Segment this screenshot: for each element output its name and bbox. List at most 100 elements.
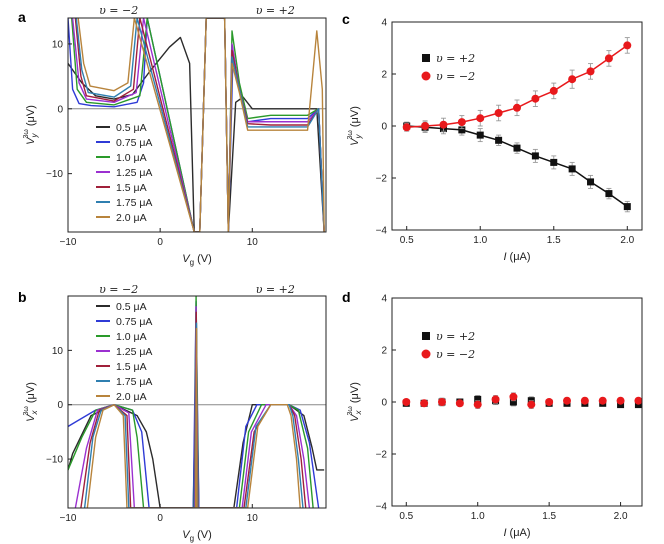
x-tick-label: 1.5 — [542, 511, 556, 522]
y-tick-label: 0 — [57, 400, 63, 411]
y-tick-label: 4 — [381, 18, 387, 29]
y-tick-label: 10 — [52, 39, 64, 50]
x-axis-label: Vg (V) — [182, 253, 212, 267]
legend: υ = +2 υ = −2 — [421, 52, 475, 83]
legend-entry: 0.5 μA — [116, 122, 147, 134]
x-tick-label: 10 — [247, 237, 259, 248]
data-point — [438, 398, 446, 406]
annotation-nu-left: υ = −2 — [99, 4, 138, 17]
panel-label-b: b — [18, 289, 27, 305]
y-tick-label: 2 — [381, 346, 387, 357]
data-point — [623, 203, 631, 211]
x-tick-label: 0 — [157, 513, 163, 524]
y-tick-label: 2 — [381, 70, 387, 81]
data-point — [587, 178, 595, 186]
data-point — [513, 103, 521, 112]
data-area — [68, 296, 325, 508]
x-tick-label: 0.5 — [400, 235, 414, 246]
legend-entry: 2.0 μA — [116, 391, 147, 403]
legend-entry: 1.0 μA — [116, 152, 147, 164]
legend-entry: υ = −2 — [436, 70, 475, 83]
legend-entry: 1.5 μA — [116, 361, 147, 373]
data-point — [563, 396, 571, 405]
x-axis-label: I (μA) — [503, 527, 530, 539]
x-tick-label: −10 — [60, 237, 77, 248]
data-point — [474, 395, 482, 403]
y-tick-label: −10 — [46, 169, 63, 180]
data-point — [604, 54, 613, 63]
legend-entry: 0.5 μA — [116, 301, 147, 313]
series-line-a-3 — [71, 18, 325, 232]
data-point — [550, 158, 558, 166]
x-tick-label: 1.5 — [547, 235, 561, 246]
y-axis-label: Vy3ω (μV) — [23, 105, 39, 145]
y-tick-label: −2 — [376, 450, 388, 461]
data-point — [509, 398, 517, 406]
data-point — [531, 94, 540, 103]
panel-c: c 0.5 1.0 1.5 2.0 −4 −2 0 2 4 I (μA) Vy3ω (μV) υ = +… — [342, 11, 643, 263]
data-point — [491, 395, 500, 404]
y-tick-label: 4 — [381, 294, 387, 305]
legend: 0.5 μA 0.75 μA 1.0 μA 1.25 μA 1.5 μA 1.75 μA 2… — [96, 122, 152, 224]
plot-frame — [67, 17, 327, 233]
legend-entry: 1.75 μA — [116, 197, 152, 209]
legend-entry: 0.75 μA — [116, 137, 152, 149]
legend-marker — [422, 54, 430, 62]
y-tick-label: −10 — [46, 455, 63, 466]
data-point — [605, 190, 613, 198]
x-tick-label: 0.5 — [399, 511, 413, 522]
y-tick-label: 0 — [381, 122, 387, 133]
annotation-nu-left: υ = −2 — [99, 283, 138, 296]
legend: υ = +2 υ = −2 — [421, 330, 475, 361]
data-point — [455, 399, 464, 408]
annotation-nu-right: υ = +2 — [256, 4, 295, 17]
x-tick-label: 2.0 — [620, 235, 634, 246]
legend-entry: 1.75 μA — [116, 376, 152, 388]
legend-entry: υ = +2 — [436, 52, 475, 65]
x-tick-label: 0 — [157, 237, 163, 248]
y-axis-label: Vy3ω (μV) — [347, 106, 363, 146]
data-point — [494, 109, 503, 117]
data-point — [402, 123, 411, 132]
legend-entry: 2.0 μA — [116, 212, 147, 224]
plot-frame — [67, 295, 327, 509]
series-line-a-2 — [70, 18, 325, 232]
data-point — [549, 86, 558, 95]
data-point — [421, 122, 430, 130]
panel-d: d 0.5 1.0 1.5 2.0 −4 −2 0 2 4 I (μA) Vx3ω (μV) υ = +… — [342, 289, 643, 539]
data-point — [545, 398, 554, 406]
data-point — [457, 118, 466, 127]
data-point — [509, 392, 518, 401]
data-area — [402, 37, 632, 213]
data-point — [616, 396, 625, 405]
data-area — [68, 18, 325, 232]
panel-b: b −10 0 10 −10 0 10 Vg (V) Vx3ω (μV) υ = −2 υ = +2… — [18, 283, 327, 543]
x-tick-label: −10 — [60, 513, 77, 524]
y-tick-label: 0 — [381, 398, 387, 409]
data-point — [513, 144, 521, 152]
legend-marker — [421, 349, 431, 359]
data-point — [598, 396, 607, 405]
data-point — [420, 399, 429, 408]
y-tick-label: −4 — [376, 502, 388, 513]
x-tick-label: 1.0 — [473, 235, 487, 246]
series-line-a-5 — [75, 18, 325, 232]
series-line-b-3 — [74, 306, 311, 508]
legend-entry: υ = +2 — [436, 330, 475, 343]
data-point — [531, 152, 539, 160]
data-point — [476, 114, 485, 123]
legend-marker — [422, 332, 430, 340]
series-line-a-1 — [68, 18, 325, 232]
series-line-b-2 — [68, 296, 314, 508]
legend-entry: υ = −2 — [436, 348, 475, 361]
y-axis-label: Vx3ω (μV) — [347, 382, 363, 422]
fit-line-c-0 — [406, 125, 628, 208]
data-point — [580, 396, 589, 405]
panel-label-a: a — [18, 9, 26, 25]
data-point — [623, 41, 632, 50]
x-tick-label: 1.0 — [471, 511, 485, 522]
series-line-a-4 — [74, 18, 325, 232]
x-tick-label: 2.0 — [614, 511, 628, 522]
data-point — [439, 120, 448, 129]
